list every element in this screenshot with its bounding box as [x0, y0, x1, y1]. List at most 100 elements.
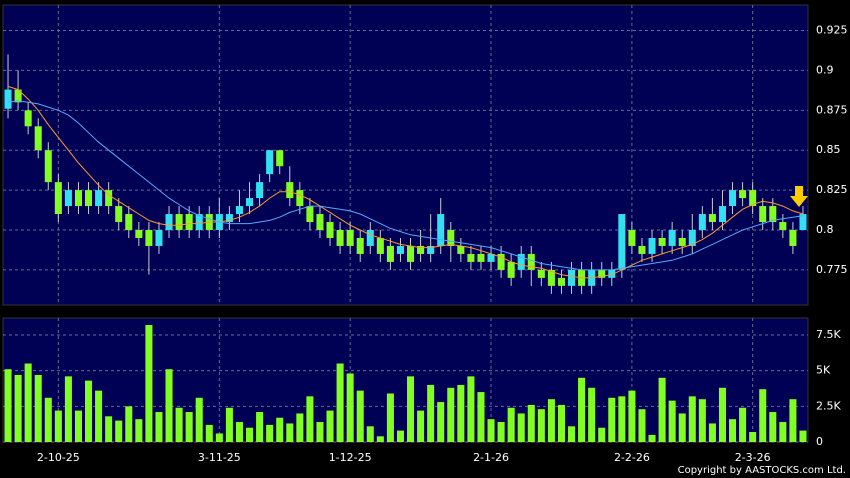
candle-body	[306, 206, 314, 223]
candle-body	[477, 253, 485, 262]
y-tick-label: 0.925	[816, 24, 848, 37]
volume-bar	[417, 410, 425, 442]
candle-body	[44, 150, 52, 183]
candle-body	[537, 269, 545, 278]
candle-body	[115, 206, 123, 223]
volume-bar	[316, 422, 324, 442]
volume-bar	[547, 399, 555, 442]
volume-bar	[517, 413, 525, 442]
x-tick-label: 1-12-25	[329, 451, 372, 464]
candle-body	[4, 89, 12, 109]
candle-body	[34, 126, 42, 151]
candle-body	[598, 269, 606, 278]
volume-bar	[266, 424, 274, 442]
volume-bar	[608, 397, 616, 442]
volume-bar	[225, 407, 233, 442]
candle-body	[24, 110, 32, 127]
x-tick-label: 2-2-26	[614, 451, 650, 464]
candle-body	[235, 206, 243, 215]
candle-body	[678, 237, 686, 246]
volume-panel	[2, 317, 809, 443]
volume-bar	[175, 407, 183, 442]
y-tick-label: 0.775	[816, 263, 848, 276]
candle-body	[749, 190, 757, 207]
volume-bar	[749, 432, 757, 442]
volume-bar	[246, 427, 254, 442]
candle-body	[85, 190, 93, 207]
candle-body	[759, 206, 767, 223]
candle-body	[175, 214, 183, 230]
volume-bar	[688, 396, 696, 442]
volume-bar	[698, 399, 706, 442]
volume-bar	[165, 369, 173, 442]
volume-bar	[638, 409, 646, 442]
volume-bar	[115, 420, 123, 442]
candle-body	[497, 253, 505, 270]
candle-body	[95, 190, 103, 207]
volume-bar	[155, 412, 163, 442]
x-tick-label: 2-1-26	[473, 451, 509, 464]
volume-bar	[427, 384, 435, 442]
volume-bar	[769, 412, 777, 442]
candle-body	[708, 214, 716, 223]
copyright: Copyright by AASTOCKS.com Ltd.	[678, 465, 846, 476]
candle-body	[779, 222, 787, 230]
candle-body	[698, 214, 706, 230]
candle-body	[145, 230, 153, 246]
candle-body	[74, 190, 82, 207]
volume-bar	[346, 373, 354, 442]
volume-bar	[366, 426, 374, 442]
y-tick-label: 0.85	[816, 143, 841, 156]
candle-body	[457, 245, 465, 254]
moving-average-line	[7, 85, 804, 279]
volume-bar	[789, 399, 797, 442]
y-tick-label: 0.825	[816, 183, 848, 196]
volume-bar	[326, 410, 334, 442]
candle-body	[155, 230, 163, 246]
volume-bar	[215, 433, 223, 442]
volume-bar	[739, 407, 747, 442]
volume-bar	[276, 417, 284, 442]
candle-body	[135, 230, 143, 238]
volume-bar	[437, 402, 445, 442]
volume-bar	[648, 434, 656, 442]
volume-bar	[477, 392, 485, 442]
candle-body	[688, 230, 696, 246]
price-panel	[2, 4, 809, 306]
volume-bar	[54, 410, 62, 442]
candle-body	[296, 190, 304, 207]
volume-bar	[205, 424, 213, 442]
y-tick-label: 0.8	[816, 223, 834, 236]
candle-body	[54, 182, 62, 215]
volume-bar	[125, 406, 133, 442]
volume-bar	[568, 426, 576, 442]
candle-body	[427, 245, 435, 254]
volume-bar	[95, 390, 103, 442]
candle-body	[366, 230, 374, 246]
volume-bar	[34, 374, 42, 442]
volume-bar	[507, 407, 515, 442]
y-tick-label: 0.9	[816, 63, 834, 76]
volume-bar	[678, 413, 686, 442]
volume-bar	[235, 422, 243, 442]
y-tick-label: 0	[816, 435, 823, 448]
candle-body	[668, 230, 676, 246]
volume-bar	[578, 377, 586, 442]
candle-body	[185, 214, 193, 230]
volume-bar	[195, 397, 203, 442]
candle-body	[64, 190, 72, 207]
volume-bar	[64, 376, 72, 442]
candle-body	[507, 261, 515, 278]
y-tick-label: 2.5K	[816, 399, 841, 412]
volume-bar	[306, 396, 314, 442]
volume-bar	[256, 412, 264, 442]
volume-bar	[779, 422, 787, 442]
candle-body	[316, 214, 324, 230]
volume-bar	[487, 419, 495, 442]
candle-body	[225, 214, 233, 223]
x-tick-label: 2-3-26	[735, 451, 771, 464]
volume-bar	[44, 397, 52, 442]
arrow-marker	[790, 186, 808, 207]
volume-bar	[145, 324, 153, 442]
candle-body	[618, 214, 626, 270]
